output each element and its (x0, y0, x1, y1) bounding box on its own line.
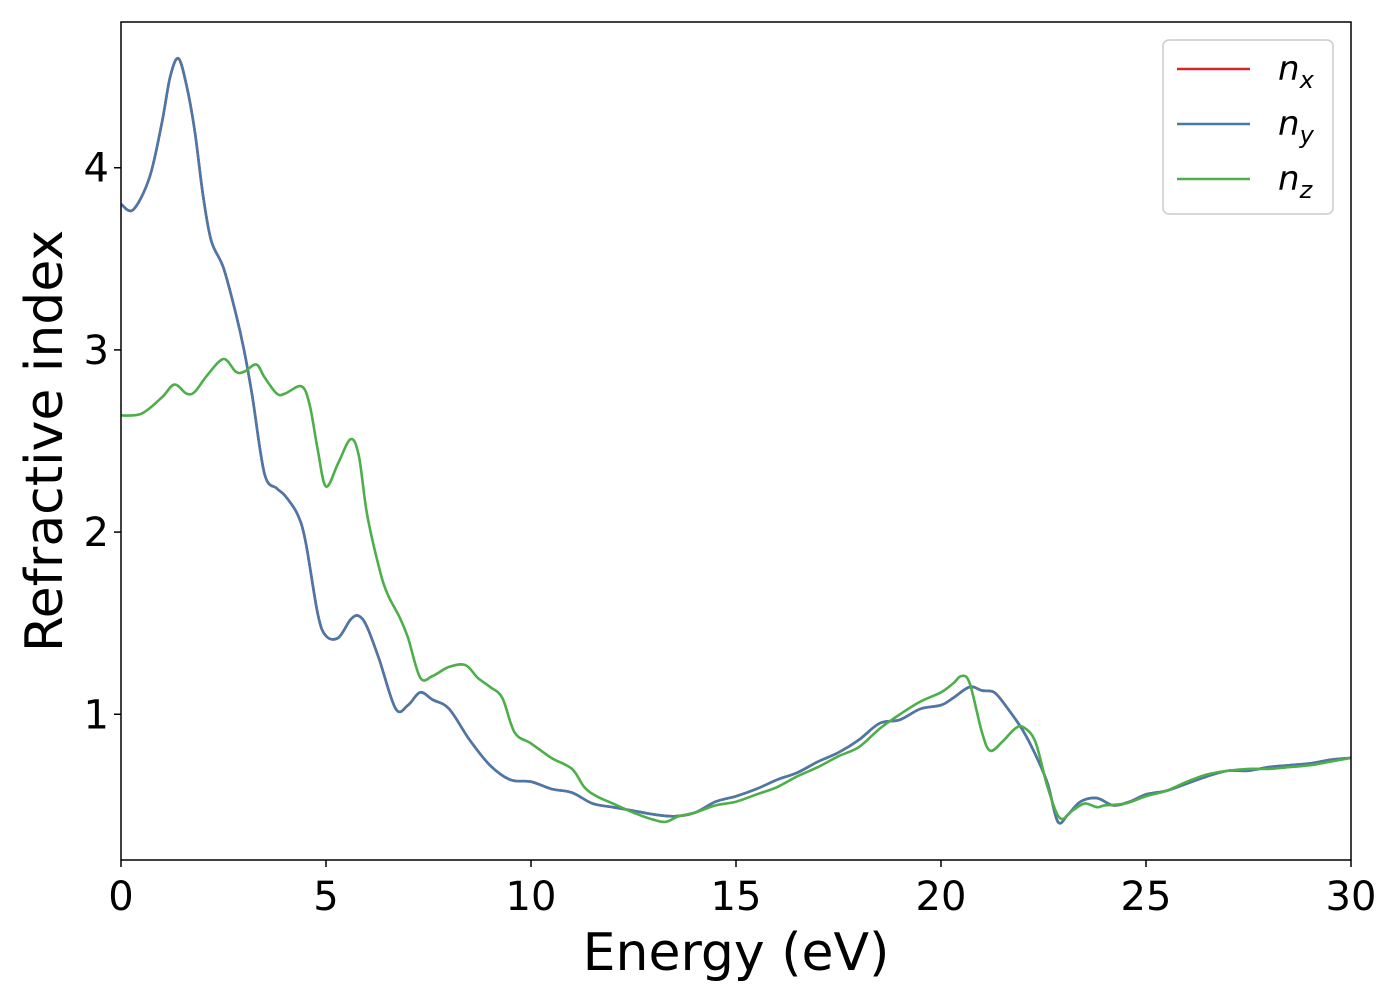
x-axis-title: Energy (eV) (583, 923, 890, 983)
y-tick-label: 3 (84, 328, 109, 374)
plot-lines (121, 57, 1351, 825)
x-tick-label: 30 (1326, 874, 1377, 920)
series-line-nz (121, 357, 1351, 824)
y-tick-label: 4 (84, 146, 109, 192)
legend-box (1162, 39, 1334, 215)
y-tick-label: 1 (84, 692, 109, 738)
x-tick-label: 20 (916, 874, 967, 920)
x-tick-label: 0 (108, 874, 133, 920)
x-tick-label: 10 (506, 874, 557, 920)
y-axis-title: Refractive index (15, 230, 75, 652)
y-axis-ticks: 1 2 3 4 (84, 146, 121, 738)
x-tick-label: 15 (711, 874, 762, 920)
x-tick-label: 5 (313, 874, 338, 920)
x-axis-ticks: 0 5 10 15 20 25 30 (108, 860, 1376, 920)
y-tick-label: 2 (84, 510, 109, 556)
x-tick-label: 25 (1121, 874, 1172, 920)
series-line-ny (121, 57, 1351, 825)
